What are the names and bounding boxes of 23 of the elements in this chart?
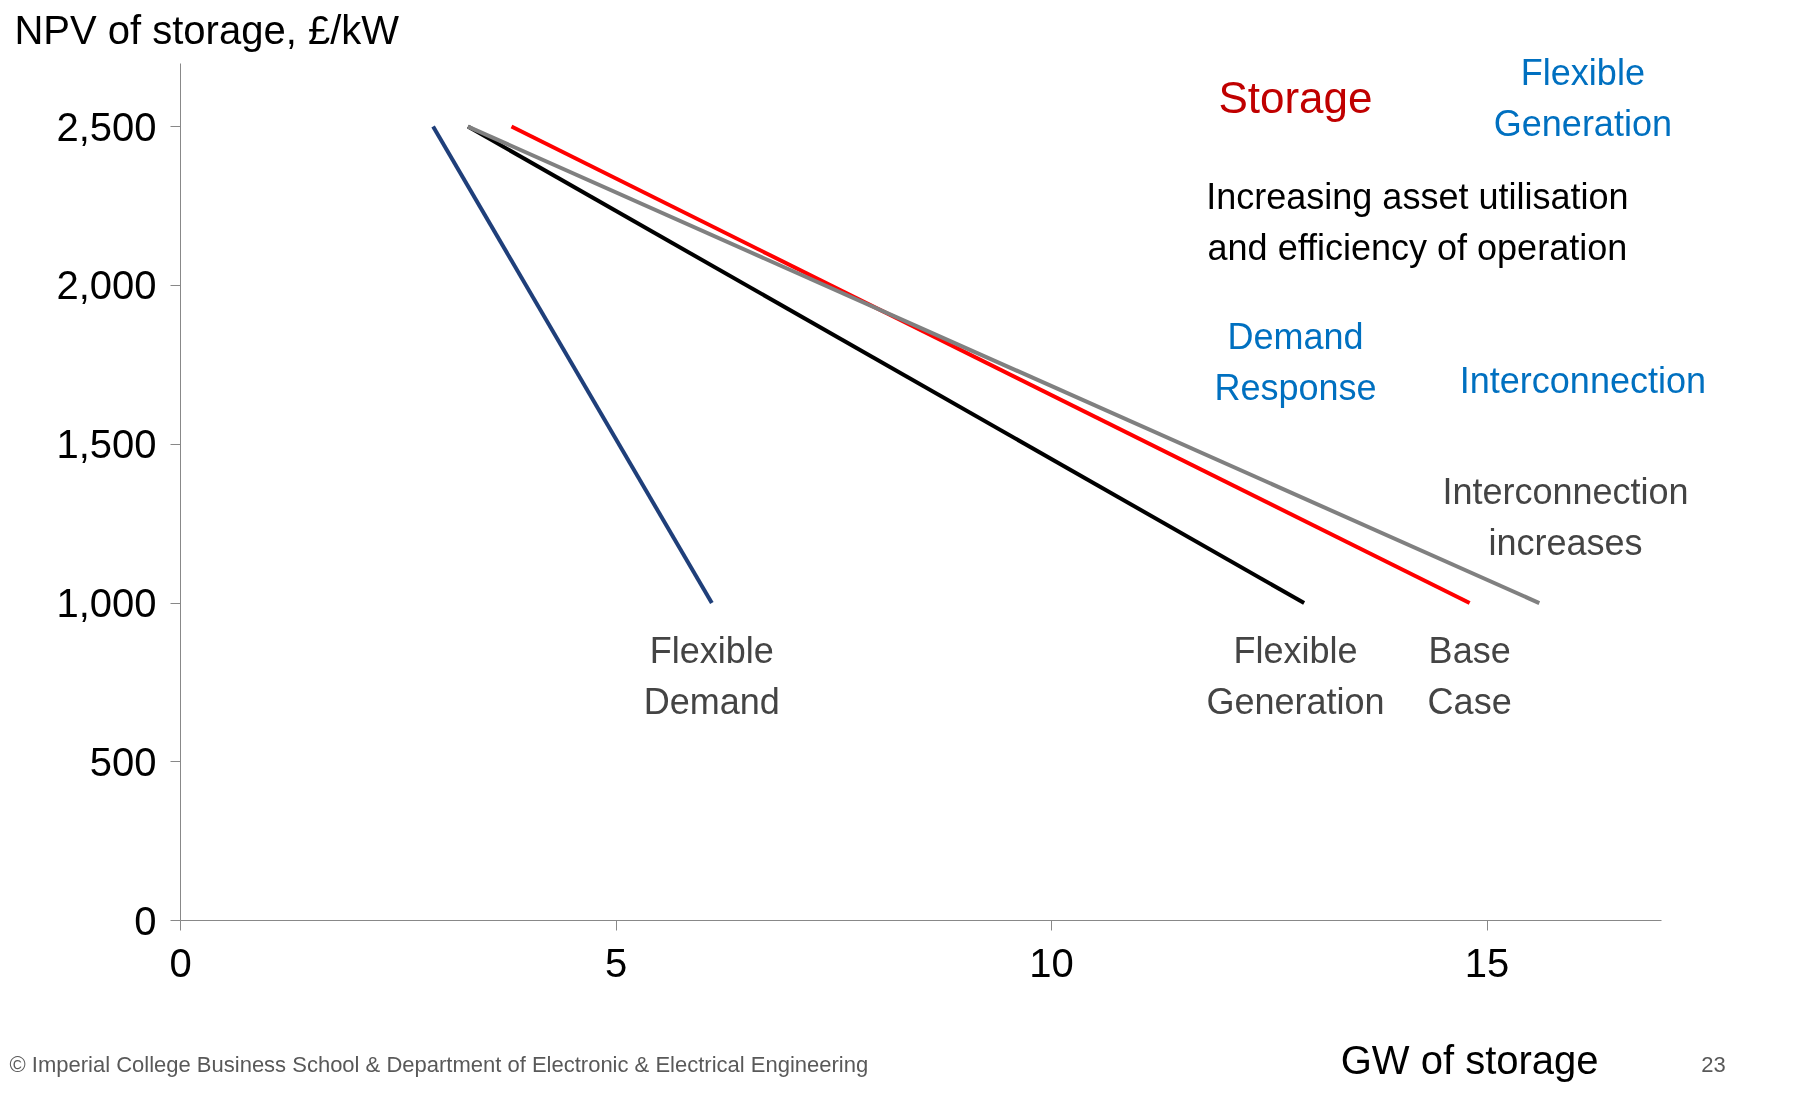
y-axis-title: NPV of storage, £/kW (14, 8, 400, 53)
x-tick-label: 15 (1464, 940, 1510, 985)
text: Flexible Demand (643, 630, 780, 723)
annotation: Flexible Generation (1493, 52, 1672, 144)
annotation: Increasing asset utilisation and efficiency of operation (1206, 175, 1629, 268)
series-label: Interconnection increases (1442, 471, 1689, 564)
text: © Imperial College Business School & Department of Electronic & Electrical Engineering (9, 1052, 869, 1078)
text: 23 (1701, 1052, 1726, 1078)
annotation: Interconnection (1459, 360, 1706, 402)
y-tick-label: 0 (134, 898, 157, 943)
series-label: Base Case (1427, 630, 1512, 723)
x-tick-label: 0 (169, 940, 192, 985)
y-tick-label: 1,500 (56, 422, 157, 467)
annotation: Storage (1218, 73, 1373, 123)
y-tick-label: 1,000 (56, 581, 157, 626)
series-label: Flexible Generation (1206, 630, 1385, 723)
y-tick-label: 2,000 (56, 263, 157, 308)
y-tick-label: 500 (89, 739, 157, 784)
x-tick-label: 10 (1029, 940, 1074, 985)
x-axis-title: GW of storage (1340, 1037, 1599, 1082)
x-tick-label: 5 (604, 940, 628, 985)
y-tick-label: 2,500 (56, 104, 157, 149)
annotation: Demand Response (1214, 315, 1377, 408)
